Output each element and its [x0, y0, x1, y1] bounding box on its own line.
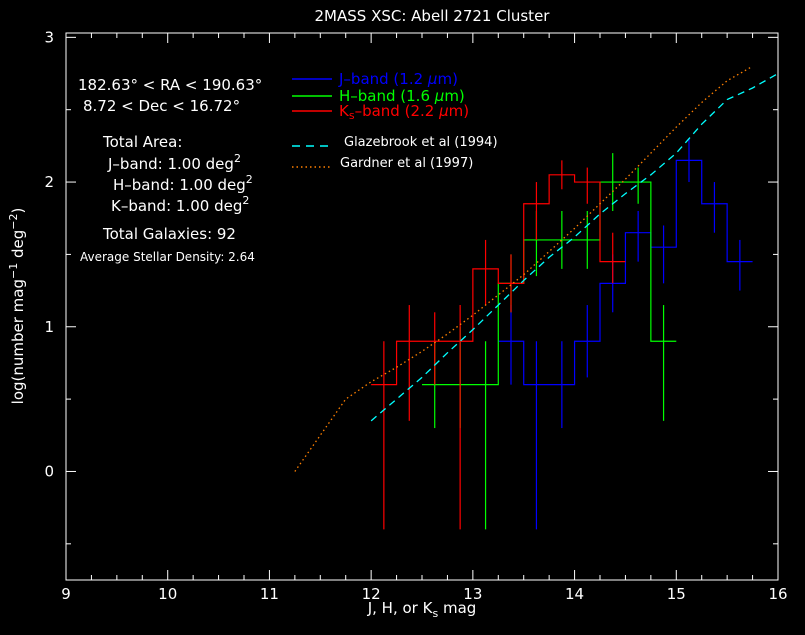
chart-title: 2MASS XSC: Abell 2721 Cluster	[315, 7, 551, 25]
ra-range-label: 182.63° < RA < 190.63°	[78, 76, 262, 94]
step-series-1	[422, 181, 677, 386]
x-tick-label: 9	[61, 585, 71, 603]
x-tick-label: 13	[463, 585, 482, 603]
x-tick-label: 12	[362, 585, 381, 603]
series-layer	[294, 65, 779, 530]
dashed-series-3	[370, 72, 779, 422]
info-annotations: 182.63° < RA < 190.63° 8.72 < Dec < 16.7…	[78, 76, 262, 264]
x-tick-label: 15	[667, 585, 686, 603]
x-axis-label: J, H, or Ks mag	[367, 599, 477, 620]
k-area-label: K–band: 1.00 deg2	[111, 194, 249, 215]
y-tick-label: 3	[44, 28, 54, 46]
total-area-label: Total Area:	[102, 133, 182, 151]
y-tick-label: 0	[44, 462, 54, 480]
j-area-label: J–band: 1.00 deg2	[107, 152, 241, 173]
axis-ticks	[65, 33, 779, 580]
y-tick-label: 2	[44, 173, 54, 191]
x-tick-label: 11	[260, 585, 279, 603]
legend-label-h: H–band (1.6 μm)	[339, 87, 465, 105]
y-axis-label: log(number mag−1 deg−2)	[7, 208, 27, 405]
x-tick-label: 10	[158, 585, 177, 603]
legend-label-ks: Ks–band (2.2 μm)	[339, 102, 469, 122]
y-tick-label: 1	[44, 318, 54, 336]
h-area-label: H–band: 1.00 deg2	[113, 173, 253, 194]
stellar-density-label: Average Stellar Density: 2.64	[80, 250, 255, 264]
legend-label-glazebrook: Glazebrook et al (1994)	[344, 135, 498, 150]
legend-label-j: J–band (1.2 μm)	[338, 70, 458, 88]
step-series-0	[498, 159, 753, 386]
dotted-series-4	[294, 65, 753, 472]
total-galaxies-label: Total Galaxies: 92	[102, 225, 236, 243]
x-tick-label: 14	[565, 585, 584, 603]
dec-range-label: 8.72 < Dec < 16.72°	[83, 97, 240, 115]
x-tick-label: 16	[768, 585, 787, 603]
legend-label-gardner: Gardner et al (1997)	[340, 156, 473, 171]
legend: J–band (1.2 μm) H–band (1.6 μm) Ks–band …	[292, 70, 498, 171]
